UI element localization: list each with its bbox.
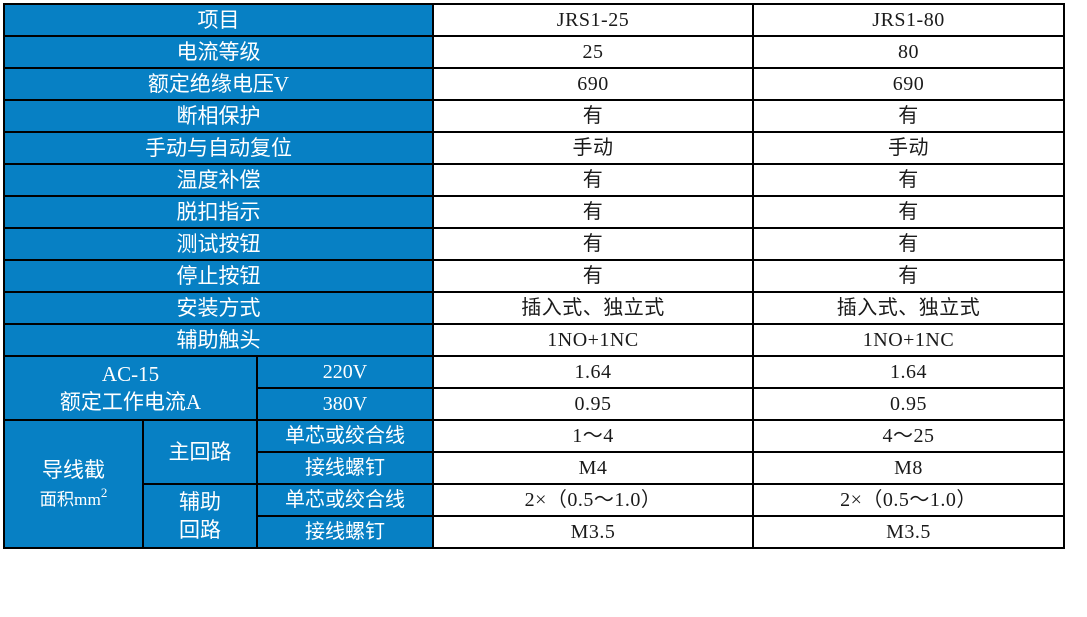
row-value-model-1: 1NO+1NC — [432, 323, 754, 357]
row-label: 脱扣指示 — [3, 195, 434, 229]
table-row: 脱扣指示 有 有 — [3, 195, 1065, 229]
row-value-model-2: 0.95 — [752, 387, 1065, 421]
row-value-model-2: 插入式、独立式 — [752, 291, 1065, 325]
sub-row-label-single-core: 单芯或绞合线 — [256, 419, 434, 453]
table-row-ac15-220v: AC-15 额定工作电流A 220V 1.64 1.64 — [3, 355, 1065, 421]
row-value-model-1: 有 — [432, 227, 754, 261]
sub-row-label-terminal-screw: 接线螺钉 — [256, 451, 434, 485]
row-value-model-2: M3.5 — [752, 515, 1065, 549]
sub-row-label-single-core: 单芯或绞合线 — [256, 483, 434, 517]
row-value-model-2: 1NO+1NC — [752, 323, 1065, 357]
table-row-ac15-380v: 380V 0.95 0.95 — [4, 387, 1065, 421]
row-label: 测试按钮 — [3, 227, 434, 261]
specification-table: 项目 JRS1-25 JRS1-80 电流等级 25 80 额定绝缘电压V 69… — [3, 3, 1065, 549]
group-label-wire-line2-text: 面积mm — [39, 490, 101, 509]
sub-group-label-aux-circuit: 辅助 回路 — [142, 483, 258, 549]
row-label: 安装方式 — [3, 291, 434, 325]
table-row-aux-circuit-wire: 辅助 回路 单芯或绞合线 2×（0.5～1.0） 2×（0.5～1.0） — [4, 483, 1065, 549]
row-value-model-2: 手动 — [752, 131, 1065, 165]
row-value-model-1: 有 — [432, 195, 754, 229]
group-label-wire-line2: 面积mm2 — [7, 484, 140, 512]
specification-table-container: 项目 JRS1-25 JRS1-80 电流等级 25 80 额定绝缘电压V 69… — [3, 3, 1065, 549]
row-value-model-1: M3.5 — [432, 515, 754, 549]
table-row-main-circuit-screw: 接线螺钉 M4 M8 — [4, 451, 1065, 485]
row-value-model-1: 手动 — [432, 131, 754, 165]
row-value-model-1: 有 — [432, 163, 754, 197]
sub-row-label-terminal-screw: 接线螺钉 — [256, 515, 434, 549]
row-value-model-2: 2×（0.5～1.0） — [752, 483, 1065, 517]
sub-group-label-aux-line1: 辅助 — [179, 489, 221, 514]
table-row: 安装方式 插入式、独立式 插入式、独立式 — [3, 291, 1065, 325]
column-header-item: 项目 — [3, 3, 434, 37]
row-value-model-1: 690 — [432, 67, 754, 101]
row-value-model-1: 2×（0.5～1.0） — [432, 483, 754, 517]
group-label-wire-line1: 导线截 — [42, 457, 105, 482]
table-row-aux-circuit-screw: 接线螺钉 M3.5 M3.5 — [4, 515, 1065, 549]
sub-group-label-aux-line2: 回路 — [179, 518, 221, 542]
row-label: 温度补偿 — [3, 163, 434, 197]
row-label: 电流等级 — [3, 35, 434, 69]
column-header-model-2: JRS1-80 — [752, 3, 1065, 37]
row-value-model-2: 690 — [752, 67, 1065, 101]
table-row: 额定绝缘电压V 690 690 — [3, 67, 1065, 101]
table-row-main-circuit-wire: 导线截 面积mm2 主回路 单芯或绞合线 1～4 4～25 — [3, 419, 1065, 549]
superscript-square: 2 — [100, 485, 108, 500]
row-value-model-2: 有 — [752, 227, 1065, 261]
table-row: 断相保护 有 有 — [3, 99, 1065, 133]
row-value-model-2: M8 — [752, 451, 1065, 485]
table-row: 停止按钮 有 有 — [3, 259, 1065, 293]
table-row: 温度补偿 有 有 — [3, 163, 1065, 197]
sub-group-label-main-circuit: 主回路 — [142, 419, 258, 485]
row-value-model-2: 有 — [752, 259, 1065, 293]
row-label: 额定绝缘电压V — [3, 67, 434, 101]
row-value-model-1: 插入式、独立式 — [432, 291, 754, 325]
table-row: 辅助触头 1NO+1NC 1NO+1NC — [3, 323, 1065, 357]
row-value-model-1: 0.95 — [432, 387, 754, 421]
column-header-model-1: JRS1-25 — [432, 3, 754, 37]
table-row-header: 项目 JRS1-25 JRS1-80 — [3, 3, 1065, 37]
row-label: 手动与自动复位 — [3, 131, 434, 165]
row-value-model-1: M4 — [432, 451, 754, 485]
row-value-model-2: 有 — [752, 99, 1065, 133]
row-label: 断相保护 — [3, 99, 434, 133]
sub-row-label-220v: 220V — [256, 355, 434, 389]
group-label-wire-section: 导线截 面积mm2 — [3, 419, 144, 549]
row-value-model-1: 25 — [432, 35, 754, 69]
row-value-model-2: 有 — [752, 195, 1065, 229]
row-value-model-1: 1.64 — [432, 355, 754, 389]
row-value-model-1: 1～4 — [432, 419, 754, 453]
group-label-ac15-line1: AC-15 — [101, 361, 160, 386]
table-row: 电流等级 25 80 — [3, 35, 1065, 69]
table-row: 手动与自动复位 手动 手动 — [3, 131, 1065, 165]
row-label: 辅助触头 — [3, 323, 434, 357]
group-label-ac15-line2: 额定工作电流A — [59, 390, 202, 414]
table-row: 测试按钮 有 有 — [3, 227, 1065, 261]
row-label: 停止按钮 — [3, 259, 434, 293]
row-value-model-2: 1.64 — [752, 355, 1065, 389]
row-value-model-2: 有 — [752, 163, 1065, 197]
group-label-ac15: AC-15 额定工作电流A — [3, 355, 258, 421]
row-value-model-2: 80 — [752, 35, 1065, 69]
row-value-model-1: 有 — [432, 99, 754, 133]
row-value-model-2: 4～25 — [752, 419, 1065, 453]
sub-row-label-380v: 380V — [256, 387, 434, 421]
row-value-model-1: 有 — [432, 259, 754, 293]
